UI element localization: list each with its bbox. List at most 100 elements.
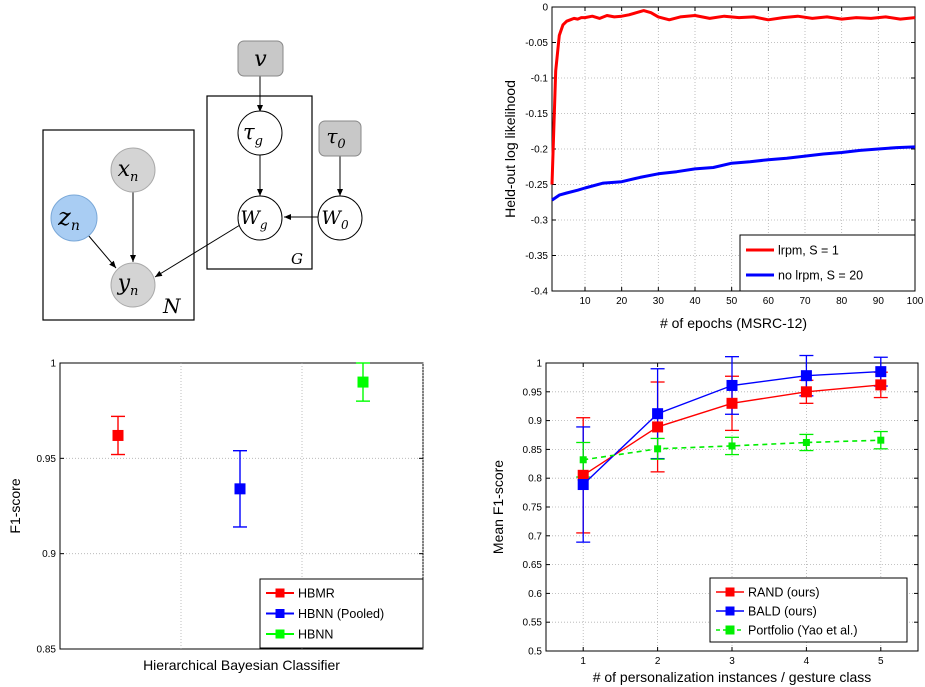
y-tick-label: 0.95 [523,387,543,398]
x-tick-label: 3 [729,656,735,667]
legend-swatch-marker [275,588,285,598]
y-axis-label: Held-out log likelihood [502,80,518,218]
node-w-0-label: W0 [321,207,349,232]
y-tick-label: 0.8 [528,474,542,485]
data-point [579,456,587,464]
node-w-g [237,195,283,241]
y-tick-label: -0.35 [525,251,548,262]
y-tick-label: 0.7 [528,531,542,542]
x-tick-label: 1 [580,656,586,667]
data-point [875,366,887,378]
data-point [577,479,589,491]
node-tau-0 [318,120,362,157]
series-line [551,145,916,202]
legend-swatch-marker [275,609,285,618]
y-tick-label: -0.3 [531,216,549,227]
node-v-label: v [254,47,267,72]
x-axis-label: # of personalization instances / gesture… [593,669,872,685]
legend-label: no lrpm, S = 20 [778,269,863,283]
data-point [728,442,736,450]
plate-n [42,129,195,321]
legend-label: RAND (ours) [748,586,820,600]
x-tick-label: 70 [799,296,811,307]
legend-swatch-marker [725,625,735,635]
edge-z-n-y-n [87,234,117,269]
data-point [652,408,664,420]
y-tick-label: 0.9 [528,416,542,427]
legend-swatch-marker [725,606,735,616]
node-x-n-label: xn [118,157,139,185]
y-tick-label: 0.55 [523,618,543,629]
y-tick-label: -0.15 [525,109,548,120]
node-w-0 [317,195,363,241]
node-y-n-label: yn [117,271,139,299]
y-tick-label: 0 [542,3,548,14]
plate-n-label: N [162,294,182,318]
legend-label: HBMR [298,587,335,601]
node-tau-g [237,110,283,156]
data-point [877,436,885,444]
legend-box [709,577,908,643]
data-point [726,379,738,391]
node-y-n [110,262,156,308]
data-point [800,386,812,398]
legend-swatch-marker [725,587,735,597]
edge-w-g-y-n [154,224,241,278]
x-tick-label: 60 [763,296,775,307]
data-point [802,438,810,446]
x-tick-label: 10 [579,296,591,307]
data-point [726,397,738,409]
x-tick-label: 20 [616,296,628,307]
x-axis-label: # of epochs (MSRC-12) [660,315,807,331]
data-point [800,370,812,382]
x-tick-label: 30 [653,296,665,307]
x-tick-label: 40 [689,296,701,307]
x-tick-label: 100 [907,296,924,307]
y-tick-label: 0.75 [523,503,543,514]
y-tick-label: 1 [536,359,542,370]
x-axis-label: Hierarchical Bayesian Classifier [143,657,340,673]
x-tick-label: 2 [655,656,661,667]
y-axis-label: Mean F1-score [490,460,506,554]
legend-label: HBNN (Pooled) [298,607,384,621]
chart-mean-f1-score: # of personalization instances / gesture… [490,354,919,685]
y-tick-label: -0.4 [531,287,549,298]
y-tick-label: 0.95 [37,454,57,465]
y-tick-label: 0.65 [523,560,543,571]
legend-label: Portfolio (Yao et al.) [748,624,858,638]
x-tick-label: 50 [726,296,738,307]
x-tick-label: 90 [873,296,885,307]
y-tick-label: -0.05 [525,38,548,49]
chart-f1-score: Hierarchical Bayesian Classifier F1-score… [7,359,424,673]
node-v [237,40,284,77]
y-tick-label: 0.9 [42,549,56,560]
y-tick-label: -0.1 [531,74,549,85]
legend-swatch-marker [275,629,285,639]
legend-box [739,234,916,292]
x-tick-label: 5 [878,656,884,667]
legend-label: lrpm, S = 1 [778,244,839,258]
series-line [550,9,916,185]
node-z-n [50,194,98,242]
plate-g-label: G [291,250,303,268]
data-point [577,469,589,481]
y-tick-label: -0.2 [531,145,549,156]
data-point [875,379,887,391]
data-point [357,376,369,388]
y-tick-label: 0.5 [528,647,542,658]
node-z-n-label: zn [57,203,80,234]
data-point [234,483,246,495]
data-point [654,445,662,453]
legend-label: HBNN [298,628,333,642]
y-tick-label: 0.6 [528,589,542,600]
y-axis-label: F1-score [7,478,23,533]
node-w-g-label: Wg [240,207,268,232]
data-point [652,421,664,433]
data-point [112,429,124,441]
y-tick-label: 1 [50,359,56,370]
node-x-n [110,147,156,193]
y-tick-label: 0.85 [523,445,543,456]
y-tick-label: -0.25 [525,180,548,191]
legend-label: BALD (ours) [748,605,817,619]
